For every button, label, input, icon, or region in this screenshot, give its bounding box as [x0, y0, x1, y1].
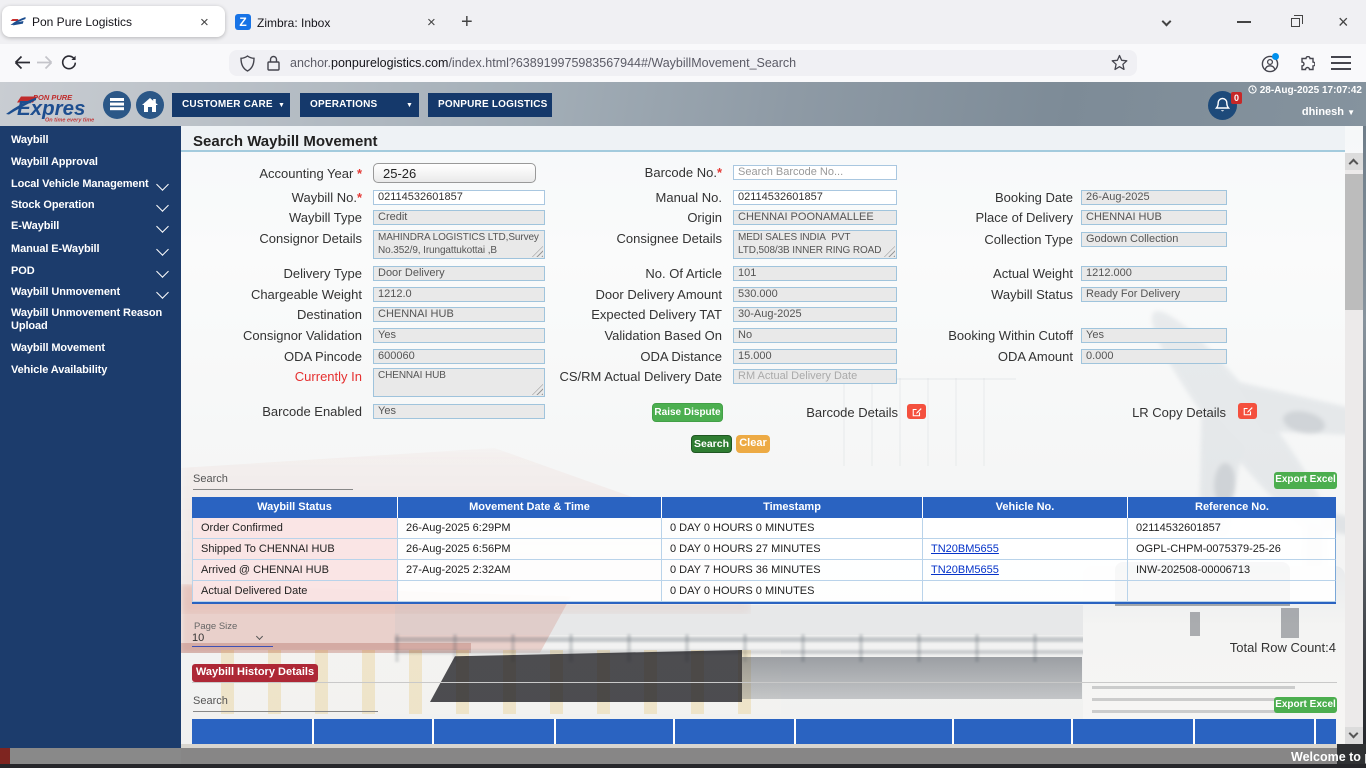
svg-text:Expres: Expres	[17, 97, 85, 120]
svg-text:PON PURE: PON PURE	[33, 93, 73, 102]
svg-text:On time every time: On time every time	[45, 118, 94, 124]
